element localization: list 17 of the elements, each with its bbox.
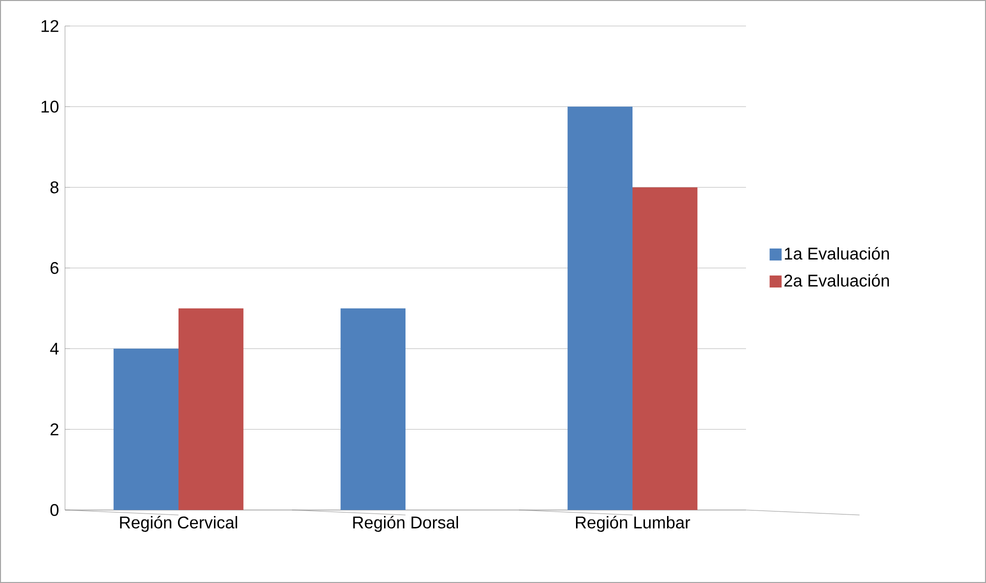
y-tick-label: 12 [42,20,58,32]
x-tick-label: Región Dorsal [353,516,458,532]
bar [340,308,406,510]
bar [568,106,633,510]
bar [114,348,179,510]
y-tick-label: 0 [50,504,59,516]
x-tick-label: Región Lumbar [576,516,690,532]
legend-label: 1a Evaluación [784,246,889,260]
y-tick-label: 4 [50,342,59,354]
bar [632,187,698,510]
bar [178,308,244,510]
legend-label: 2a Evaluación [784,274,889,287]
y-tick-label: 8 [50,181,58,194]
y-tick-label: 6 [50,262,58,274]
y-tick-label: 10 [42,100,58,113]
x-tick-label: Región Cervical [120,516,238,532]
y-tick-label: 2 [50,423,58,436]
